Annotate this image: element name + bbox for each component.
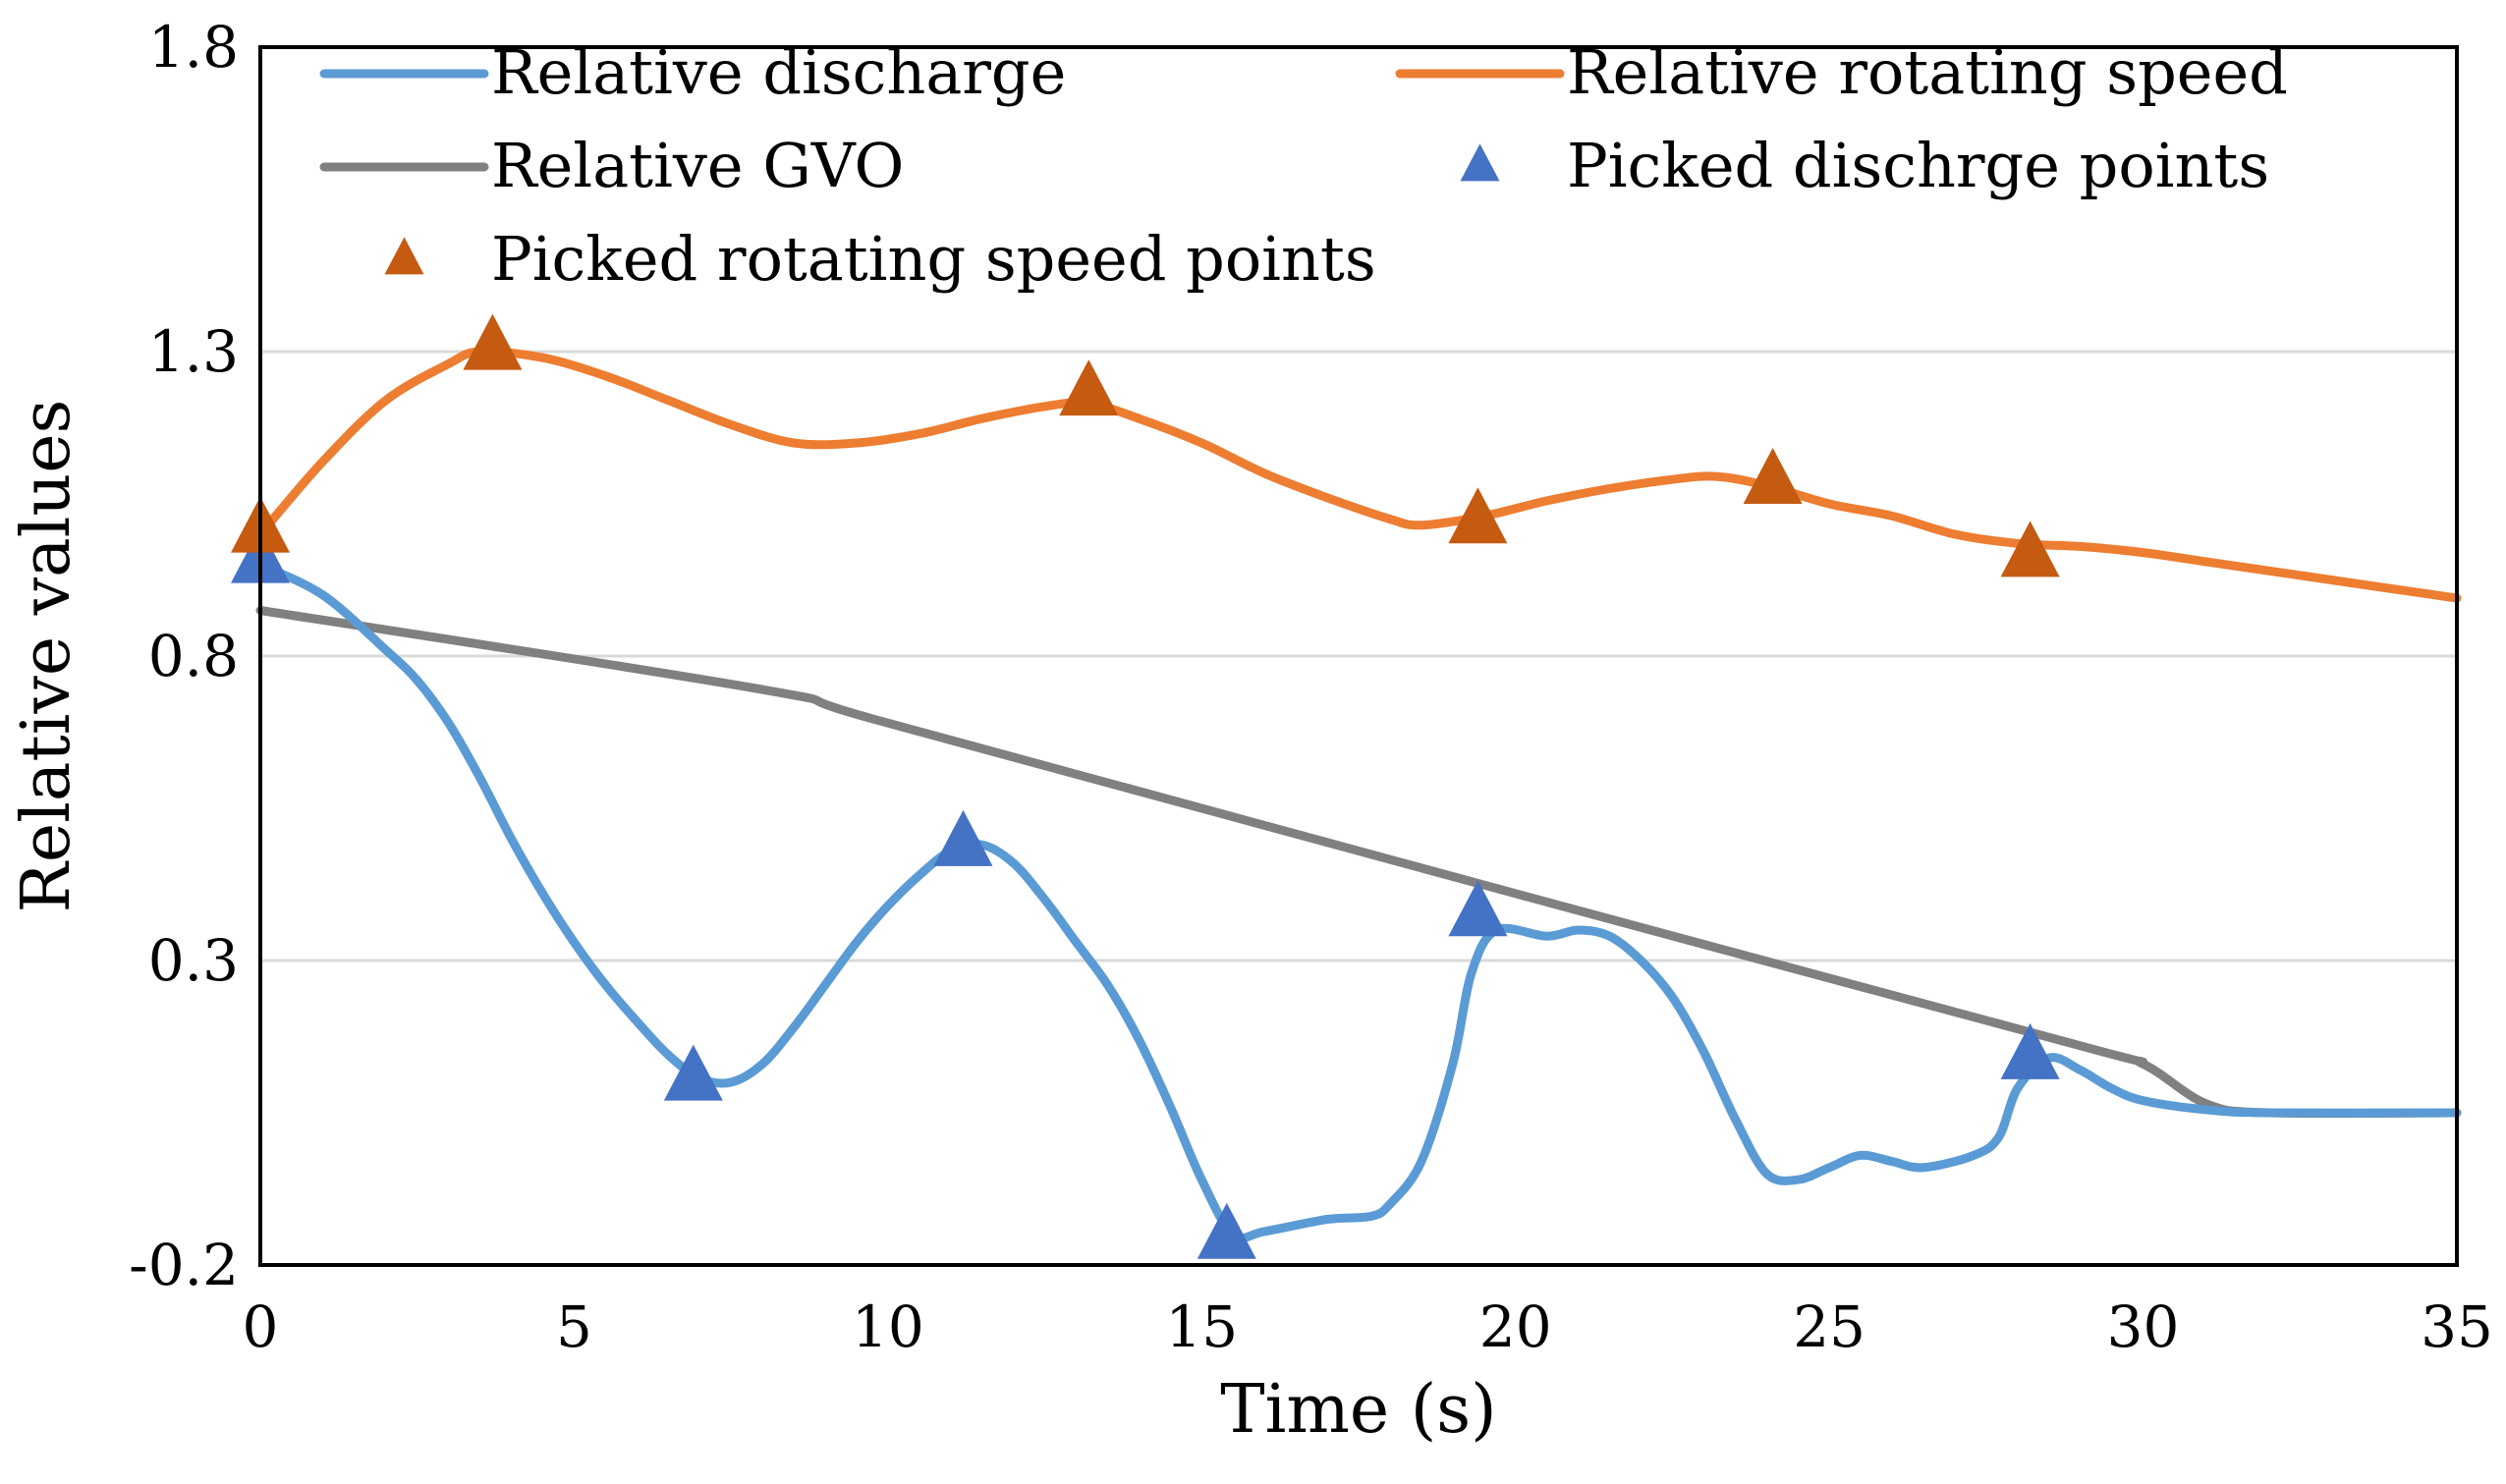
- marker-picked-rotating-speed-points: [1743, 448, 1803, 504]
- marker-picked-dischrge-points: [2000, 1022, 2060, 1079]
- series-markers: [231, 313, 2060, 1259]
- x-tick-label: 30: [2107, 1293, 2180, 1360]
- legend-item-picked-dischrge-points: Picked dischrge points: [1460, 130, 2269, 201]
- x-tick-label: 25: [1793, 1293, 1866, 1360]
- legend-marker-swatch: [384, 237, 424, 275]
- legend-label: Relative GVO: [491, 130, 904, 201]
- series-line-relative-rotating-speed: [255, 347, 2462, 603]
- y-axis-title: Relative values: [8, 400, 85, 913]
- marker-picked-dischrge-points: [663, 1044, 723, 1101]
- y-tick-label: 1.8: [148, 14, 239, 81]
- series-line-relative-discharge: [255, 560, 2462, 1243]
- series-lines: [255, 347, 2462, 1243]
- y-tick-label: 0.8: [148, 623, 239, 689]
- legend-item-relative-gvo: Relative GVO: [319, 130, 904, 201]
- gridlines: [260, 350, 2457, 962]
- x-tick-labels: 0 5 10 15 20 25 30 35: [243, 1293, 2493, 1360]
- marker-picked-rotating-speed-points: [1448, 487, 1508, 544]
- y-tick-label: 1.3: [148, 318, 239, 385]
- x-tick-label: 5: [556, 1293, 592, 1360]
- legend-item-picked-rotating-speed-points: Picked rotating speed points: [384, 223, 1376, 295]
- y-tick-label: -0.2: [129, 1232, 239, 1298]
- marker-picked-dischrge-points: [1197, 1202, 1256, 1259]
- series-line-relative-gvo: [255, 606, 2462, 1119]
- legend-label: Picked dischrge points: [1567, 130, 2269, 201]
- legend-marker-swatch: [1460, 143, 1500, 182]
- marker-picked-rotating-speed-points: [2000, 521, 2060, 577]
- marker-picked-dischrge-points: [933, 809, 993, 866]
- x-tick-label: 20: [1479, 1293, 1552, 1360]
- x-tick-label: 15: [1165, 1293, 1238, 1360]
- marker-picked-rotating-speed-points: [463, 313, 523, 370]
- y-tick-labels: -0.2 0.3 0.8 1.3 1.8: [129, 14, 239, 1298]
- x-tick-label: 35: [2421, 1293, 2493, 1360]
- legend-label: Relative discharge: [491, 36, 1066, 108]
- plot-area-frame: [258, 45, 2459, 1267]
- x-axis-title: Time (s): [1220, 1371, 1496, 1449]
- legend-label: Picked rotating speed points: [491, 223, 1376, 295]
- legend-label: Relative rotating speed: [1567, 36, 2288, 108]
- legend-item-relative-discharge: Relative discharge: [319, 36, 1066, 108]
- x-tick-label: 10: [852, 1293, 924, 1360]
- legend-item-relative-rotating-speed: Relative rotating speed: [1395, 36, 2288, 108]
- y-tick-label: 0.3: [148, 927, 239, 994]
- x-tick-label: 0: [243, 1293, 279, 1360]
- marker-picked-rotating-speed-points: [1059, 359, 1119, 416]
- marker-picked-dischrge-points: [1448, 880, 1508, 937]
- legend: Relative discharge Relative rotating spee…: [319, 36, 2288, 295]
